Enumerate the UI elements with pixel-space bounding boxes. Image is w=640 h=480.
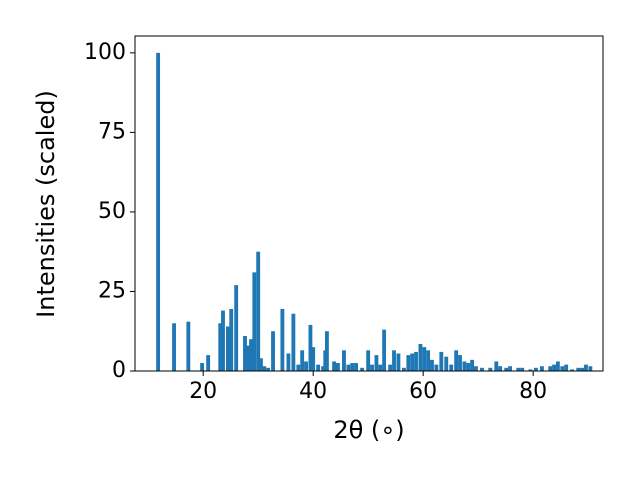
bar (243, 336, 247, 371)
y-tick-label: 50 (98, 199, 126, 224)
bar (418, 343, 423, 371)
bar (252, 272, 257, 371)
bar (346, 364, 351, 371)
bar (560, 366, 565, 371)
bar (388, 364, 393, 371)
bar (552, 364, 556, 371)
x-tick-label: 40 (299, 379, 327, 404)
bar (494, 361, 499, 371)
bar (366, 350, 371, 371)
bar (336, 363, 340, 371)
bar (406, 355, 411, 371)
x-tick-label: 80 (519, 379, 547, 404)
bar (508, 366, 512, 371)
bar (246, 345, 251, 371)
x-tick-label: 60 (409, 379, 437, 404)
bar (350, 363, 355, 371)
bar (271, 331, 275, 371)
bar (354, 363, 359, 371)
bar (229, 308, 234, 371)
bar (414, 351, 418, 371)
bar (533, 367, 538, 371)
bar (206, 355, 211, 371)
x-tick-label: 20 (189, 379, 217, 404)
bar (234, 285, 239, 371)
bar (300, 350, 305, 371)
y-tick-label: 75 (98, 119, 126, 144)
y-tick-label: 0 (112, 358, 126, 383)
bar (570, 369, 575, 371)
bar (540, 366, 544, 371)
bar (266, 367, 271, 371)
bar (308, 324, 313, 371)
bar (249, 339, 253, 371)
x-axis-label: 2θ (∘) (333, 416, 404, 444)
bar (325, 331, 329, 371)
bar (555, 361, 560, 371)
bar (226, 326, 230, 371)
bar (378, 364, 383, 371)
bar (186, 321, 191, 371)
bar (370, 364, 374, 371)
bar (374, 355, 379, 371)
bar (401, 367, 406, 371)
bar (444, 356, 449, 371)
bar (439, 351, 444, 371)
bar (426, 350, 431, 371)
bar (304, 361, 308, 371)
bar (286, 353, 291, 371)
bar (528, 369, 533, 371)
bar (332, 361, 337, 371)
bar (454, 350, 459, 371)
bar (172, 323, 176, 371)
bar (296, 364, 301, 371)
bar (576, 367, 581, 371)
y-tick-label: 100 (84, 40, 126, 65)
bar (410, 353, 415, 371)
bar (564, 364, 569, 371)
bar (548, 366, 553, 371)
bar (259, 358, 263, 371)
bar (200, 363, 205, 371)
bar (488, 367, 493, 371)
bar (156, 52, 161, 371)
bar (474, 366, 478, 371)
bar (520, 367, 525, 371)
bar (256, 251, 261, 371)
bar (280, 308, 285, 371)
bar (360, 367, 365, 371)
bar (382, 329, 387, 371)
bar (458, 355, 462, 371)
bar (588, 366, 593, 371)
bar (466, 363, 471, 371)
bar (470, 359, 475, 371)
bar (584, 364, 588, 371)
bar (396, 353, 401, 371)
bar (449, 364, 454, 371)
bar (434, 364, 439, 371)
bar (392, 350, 396, 371)
bar (516, 367, 521, 371)
bar (311, 347, 316, 371)
y-tick-label: 25 (98, 278, 126, 303)
bar (221, 310, 225, 371)
bar (422, 347, 427, 371)
bar (580, 367, 585, 371)
bar (342, 350, 346, 371)
bar (480, 367, 484, 371)
bar (462, 361, 467, 371)
bar (321, 366, 326, 371)
bar (316, 364, 321, 371)
bar (498, 366, 503, 371)
bar (504, 367, 509, 371)
bar (291, 313, 296, 371)
plot-frame (134, 35, 604, 372)
bar (262, 366, 267, 371)
bar (430, 359, 434, 371)
bar (218, 323, 223, 371)
y-axis-label: Intensities (scaled) (32, 90, 60, 318)
